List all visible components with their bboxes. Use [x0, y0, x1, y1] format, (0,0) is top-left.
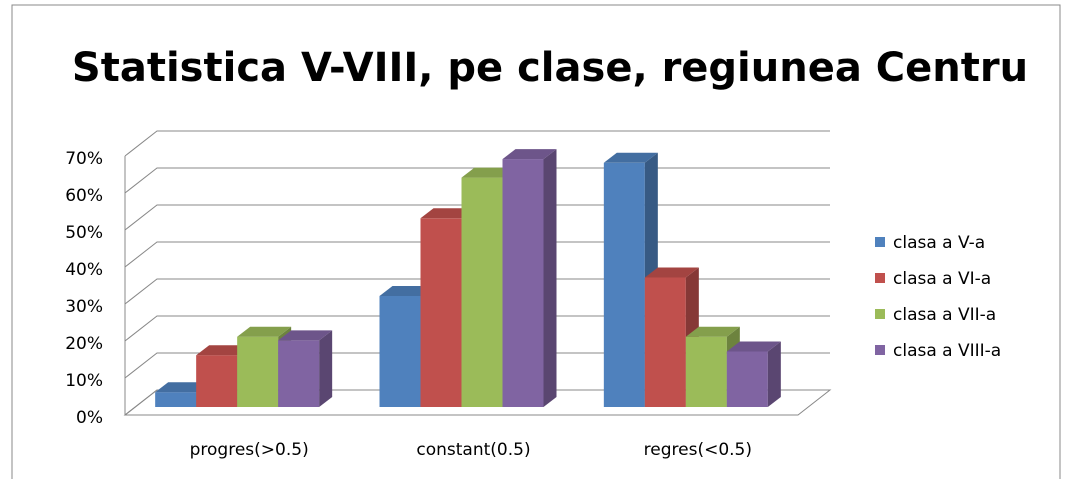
- bar-top: [461, 167, 516, 178]
- bar-front: [379, 296, 421, 407]
- grid-line: [124, 130, 830, 157]
- bar-side: [319, 330, 333, 407]
- bar-front: [603, 162, 645, 407]
- bar-top: [685, 326, 740, 337]
- bar-top: [502, 149, 557, 160]
- bar-side: [543, 149, 557, 407]
- legend-label: clasa a VII-a: [893, 305, 996, 325]
- bar-front: [196, 355, 238, 407]
- bar-front: [420, 218, 462, 407]
- x-tick-label: regres(<0.5): [644, 440, 752, 460]
- legend-label: clasa a V-a: [893, 233, 985, 253]
- bar-front: [278, 340, 320, 407]
- bar-top: [379, 286, 434, 296]
- legend-label: clasa a VI-a: [893, 269, 991, 289]
- legend-swatch: [875, 237, 885, 247]
- y-tick-label: 30%: [65, 297, 103, 317]
- chart-title: Statistica V-VIII, pe clase, regiunea Ce…: [72, 45, 1028, 91]
- bar-front: [155, 392, 197, 407]
- bar-front: [685, 336, 727, 407]
- bar-top: [155, 382, 210, 393]
- bar-top: [420, 208, 475, 219]
- y-tick-label: 50%: [65, 223, 103, 243]
- y-tick-label: 10%: [65, 371, 103, 391]
- y-tick-label: 60%: [65, 186, 103, 206]
- bar-top: [603, 152, 658, 163]
- bar-top: [644, 267, 699, 278]
- y-tick-label: 40%: [65, 260, 103, 280]
- bar-side: [767, 341, 781, 407]
- bar-top: [237, 326, 292, 337]
- bar-front: [237, 336, 279, 407]
- legend-swatch: [875, 345, 885, 355]
- bar-front: [644, 277, 686, 407]
- y-tick-label: 20%: [65, 334, 103, 354]
- bar-top: [278, 330, 333, 341]
- legend-label: clasa a VIII-a: [893, 341, 1001, 361]
- bar-front: [461, 177, 503, 407]
- bar-top: [196, 345, 251, 356]
- legend-swatch: [875, 273, 885, 283]
- y-tick-label: 70%: [65, 149, 103, 169]
- legend-swatch: [875, 309, 885, 319]
- x-tick-label: progres(>0.5): [190, 440, 309, 460]
- x-tick-label: constant(0.5): [416, 440, 530, 460]
- bar-front: [726, 351, 768, 407]
- y-tick-label: 0%: [76, 408, 103, 428]
- bar-front: [502, 159, 544, 407]
- bar-top: [726, 341, 781, 352]
